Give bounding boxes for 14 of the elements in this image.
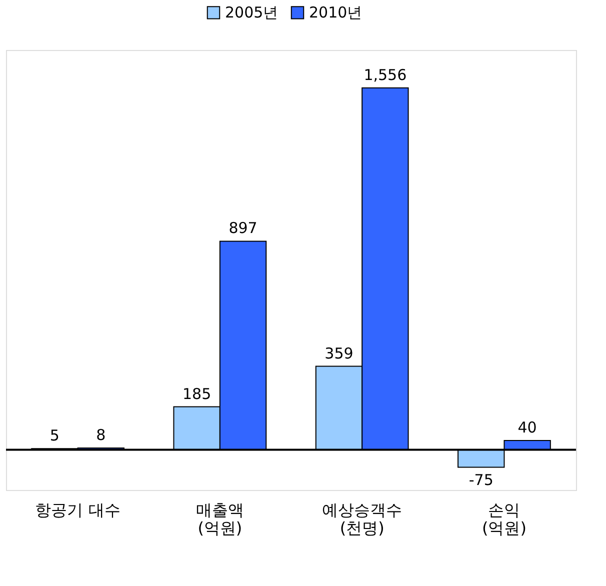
x-tick-label: 손익 (억원): [482, 500, 526, 538]
data-label: 185: [182, 384, 212, 403]
x-tick-label: 매출액 (억원): [196, 500, 244, 538]
data-label: 40: [518, 418, 537, 436]
data-label: 5: [50, 426, 60, 445]
legend-label: 2010년: [309, 4, 362, 22]
data-label: 897: [228, 219, 258, 238]
data-label: 1,556: [364, 66, 407, 84]
data-label: -75: [468, 471, 494, 490]
x-tick-label: 예상승객수 (천명): [322, 500, 402, 538]
data-label: 8: [96, 426, 106, 444]
data-label: 359: [324, 344, 354, 362]
legend-label: 2005년: [225, 4, 278, 22]
x-tick-label: 항공기 대수: [35, 500, 120, 520]
